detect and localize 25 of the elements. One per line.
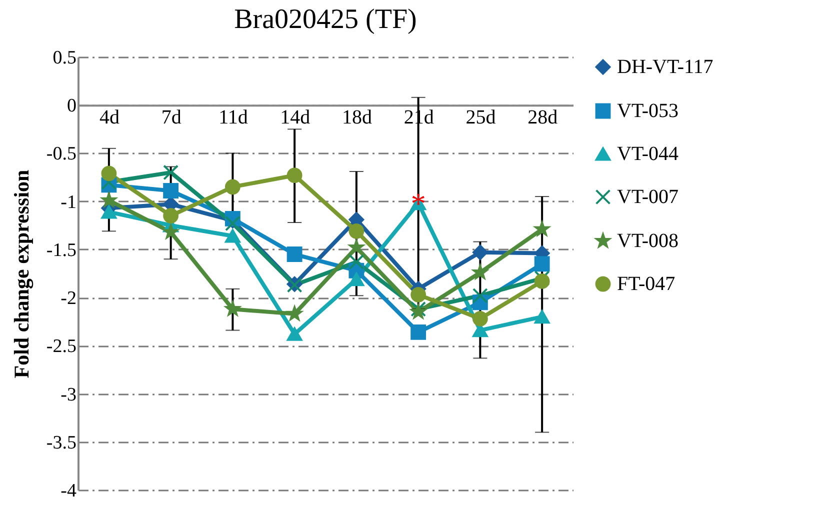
y-tick-label: -2 [60,288,76,310]
y-tick-label: -3 [60,384,76,406]
x-tick-label: 4d [99,106,120,129]
y-tick-label: -1.5 [46,240,76,261]
y-axis-title: Fold change expression [9,169,34,378]
x-tick-label: 18d [342,106,372,129]
x-tick-label: 7d [161,106,182,129]
y-tick-label: -3.5 [46,432,76,454]
x-tick-label: 11d [218,106,248,129]
x-tick-label: 28d [528,106,558,129]
legend-label: VT-008 [617,230,678,252]
y-tick-label: -2.5 [46,336,76,358]
chart-title: Bra020425 (TF) [234,4,417,35]
legend-label: DH-VT-117 [617,56,714,78]
x-tick-label: 25d [466,106,496,129]
legend-label: VT-007 [617,186,678,208]
y-tick-label: -0.5 [46,144,76,165]
y-tick-label: -4 [60,480,77,502]
legend-label: VT-044 [617,143,678,165]
y-tick-label: -1 [60,192,76,213]
legend-label: FT-047 [617,273,676,295]
legend-label: VT-053 [617,100,678,122]
x-tick-label: 14d [280,106,310,129]
y-tick-label: 0 [67,96,76,117]
y-tick-label: 0.5 [52,48,76,68]
